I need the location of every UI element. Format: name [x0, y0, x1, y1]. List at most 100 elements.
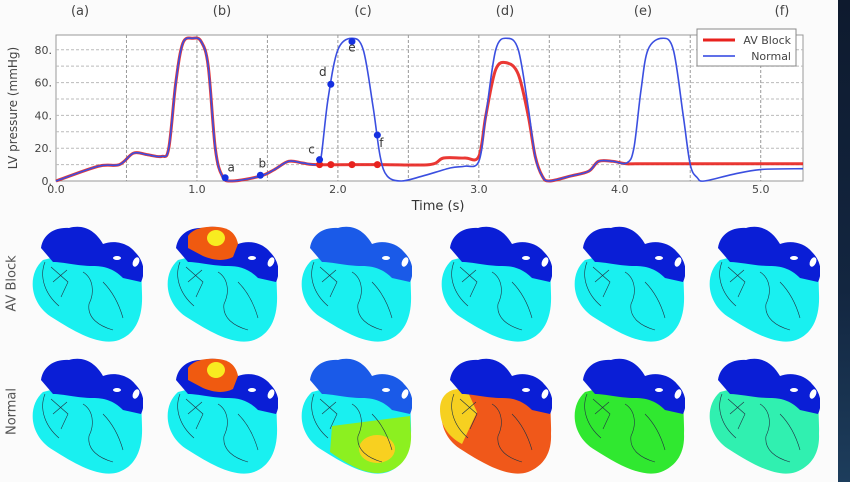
- heart-panel-normal-f: [709, 358, 820, 474]
- heart-panel-av-block-e: [574, 226, 685, 342]
- atria-region: [41, 226, 143, 282]
- atria-region: [310, 226, 412, 282]
- ventricle-region: [32, 382, 143, 474]
- legend-label-av-block: AV Block: [743, 34, 791, 47]
- ventricle-region: [574, 250, 685, 342]
- valve-opening: [655, 388, 663, 392]
- normal-marker-e: [348, 38, 356, 46]
- mesh-outline: [451, 393, 533, 463]
- panel-label-a: (a): [70, 4, 90, 19]
- y-axis-label: LV pressure (mmHg): [6, 47, 20, 169]
- atria-region: [583, 226, 685, 282]
- normal-marker-b: [256, 171, 264, 179]
- x-tick-label: 3.0: [470, 183, 488, 196]
- panel-label-f: (f): [774, 4, 790, 19]
- ventricle-activation-region: [470, 416, 552, 474]
- heart-panel-av-block-f: [709, 226, 820, 342]
- x-tick-label: 0.0: [47, 183, 65, 196]
- valve-opening: [522, 256, 530, 260]
- valve-opening: [655, 256, 663, 260]
- panel-label-d: (d): [495, 4, 515, 19]
- valve-opening: [790, 256, 798, 260]
- atria-region: [583, 358, 685, 414]
- valve-opening: [248, 388, 256, 392]
- valve-opening: [132, 389, 140, 399]
- annotation-label-e: e: [348, 41, 355, 55]
- activation-hotspot: [440, 388, 477, 444]
- y-tick-label: 20.: [35, 142, 53, 155]
- valve-opening: [248, 256, 256, 260]
- atria-hotspot: [207, 362, 225, 378]
- heart-panel-av-block-d: [441, 226, 552, 342]
- heart-panel-av-block-b: [167, 226, 278, 342]
- row-label-normal: Normal: [4, 387, 20, 436]
- mesh-outline: [719, 393, 801, 463]
- valve-opening: [382, 388, 390, 392]
- mesh-outline: [451, 261, 533, 331]
- row-label-av-block: AV Block: [4, 255, 20, 312]
- valve-opening: [522, 388, 530, 392]
- panel-label-e: (e): [633, 4, 653, 19]
- annotation-label-f: f: [379, 136, 384, 150]
- valve-opening: [401, 389, 409, 399]
- x-axis-label: Time (s): [411, 199, 465, 214]
- tick-labels: 0.0 1.0 2.0 3.0 4.0 5.0 0. 20. 40. 60. 80.: [35, 44, 770, 196]
- y-tick-label: 40.: [35, 109, 53, 122]
- av-block-marker: [327, 161, 335, 169]
- atria-region: [310, 358, 412, 414]
- normal-marker-c: [316, 156, 324, 164]
- lv-pressure-chart: 0.0 1.0 2.0 3.0 4.0 5.00.20.40.60.80. a bcdef …: [6, 28, 804, 214]
- x-tick-label: 5.0: [752, 183, 770, 196]
- valve-opening: [382, 256, 390, 260]
- valve-opening: [541, 257, 549, 267]
- normal-marker-a: [221, 174, 229, 182]
- atria-region: [718, 358, 820, 414]
- ventricle-region: [441, 250, 552, 342]
- ventricle-region: [32, 250, 143, 342]
- heart-panel-normal-e: [574, 358, 685, 474]
- av-block-marker: [373, 161, 381, 169]
- x-tick-label: 2.0: [329, 183, 347, 196]
- ventricle-activation-region: [603, 416, 685, 474]
- mesh-outline: [42, 261, 124, 331]
- dark-side-strip: [838, 0, 850, 482]
- valve-opening: [401, 257, 409, 267]
- mesh-outline: [177, 261, 259, 331]
- panel-label-b: (b): [212, 4, 232, 19]
- y-tick-label: 0.: [42, 175, 53, 188]
- series-line-normal: [55, 37, 804, 182]
- av-block-marker: [348, 161, 356, 169]
- legend: AV Block Normal: [696, 28, 797, 67]
- ventricle-region: [301, 250, 412, 342]
- av-block-marker: [316, 161, 324, 169]
- ventricle-activation-region: [738, 416, 820, 474]
- mesh-outline: [311, 393, 393, 463]
- mesh-outline: [42, 393, 124, 463]
- annotation-label-c: c: [308, 143, 315, 157]
- mesh-outline: [177, 393, 259, 463]
- valve-opening: [674, 389, 682, 399]
- atria-region: [718, 226, 820, 282]
- normal-marker-f: [373, 131, 381, 139]
- x-tick-label: 1.0: [188, 183, 206, 196]
- activation-hotspot: [359, 435, 395, 463]
- mesh-outline: [719, 261, 801, 331]
- atria-hotspot: [207, 230, 225, 246]
- valve-opening: [113, 256, 121, 260]
- ventricle-region: [167, 382, 278, 474]
- markers: a b c d e f: [221, 38, 384, 182]
- valve-opening: [541, 389, 549, 399]
- x-tick-label: 4.0: [611, 183, 629, 196]
- mesh-outline: [584, 261, 666, 331]
- atria-region: [450, 226, 552, 282]
- valve-opening: [809, 389, 817, 399]
- y-tick-label: 80.: [35, 44, 53, 57]
- annotation-label-a: a: [227, 161, 234, 175]
- panel-label-c: (c): [354, 4, 372, 19]
- valve-opening: [790, 388, 798, 392]
- valve-opening: [267, 389, 275, 399]
- heart-panel-av-block-a: [32, 226, 143, 342]
- mesh-outline: [584, 393, 666, 463]
- heart-panel-normal-b: [167, 358, 278, 474]
- valve-opening: [674, 257, 682, 267]
